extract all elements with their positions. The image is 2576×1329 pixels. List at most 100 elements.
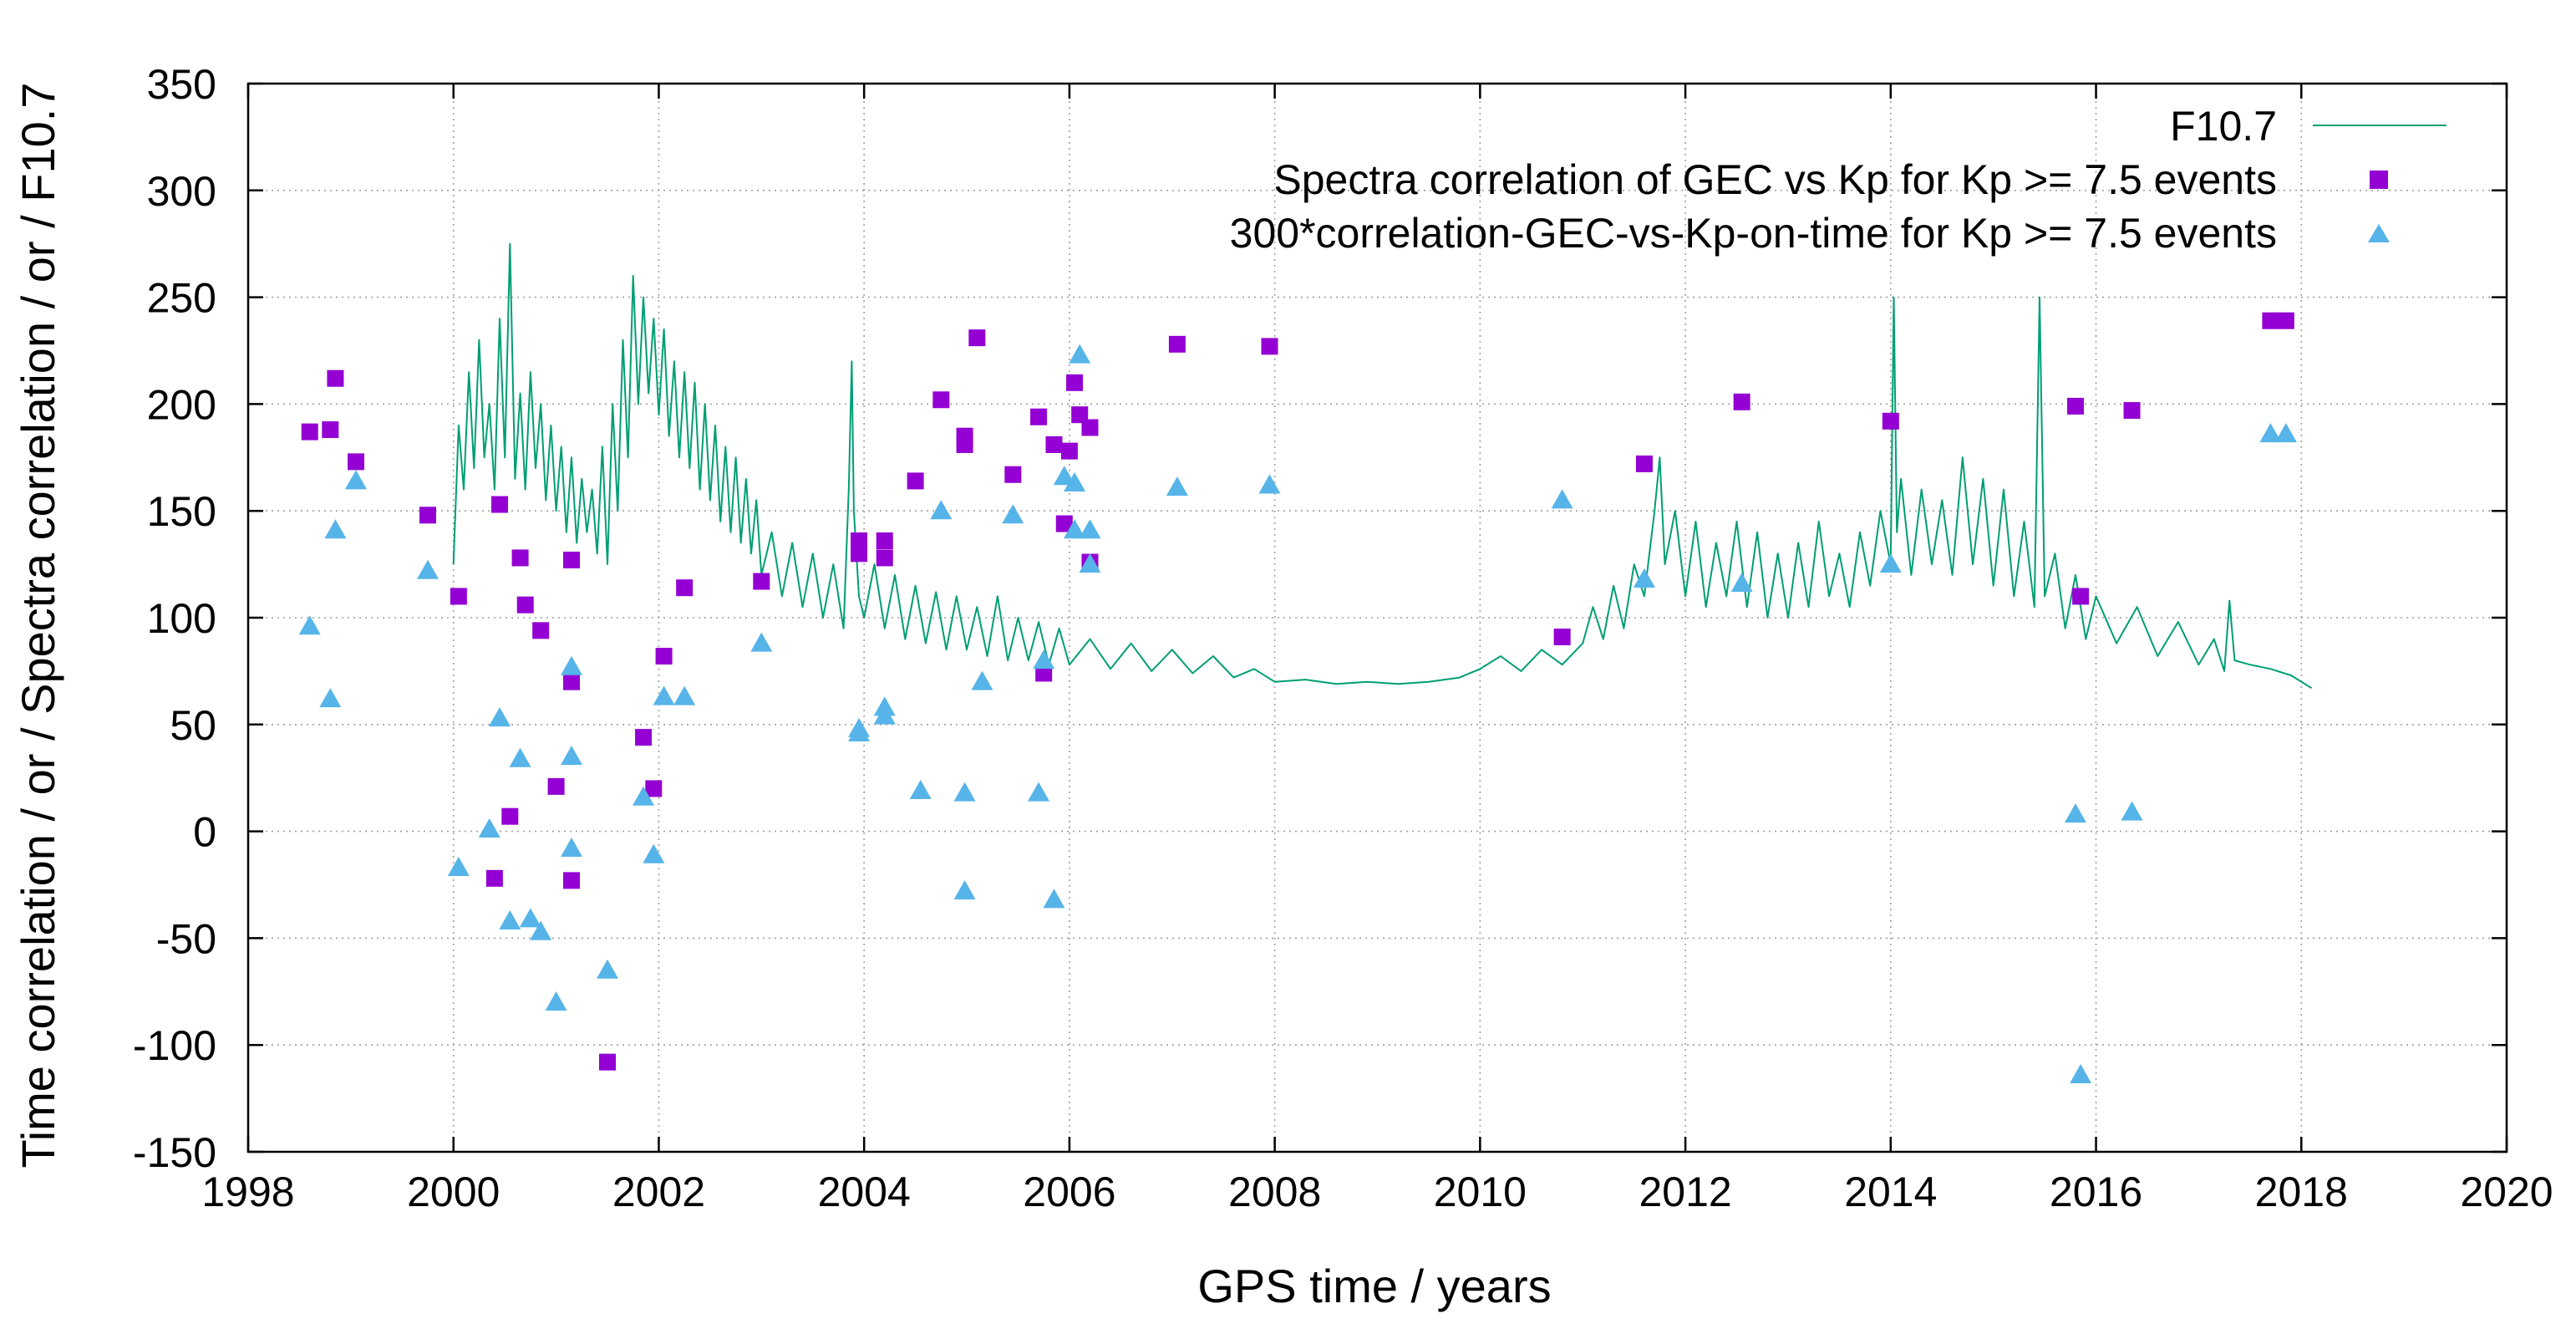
spectra-point [753,573,770,590]
spectra-point [599,1053,617,1071]
spectra-point [1553,629,1571,646]
time-correlation-point [1069,344,1091,364]
spectra-point [563,673,581,690]
time-correlation-point [345,470,368,490]
time-correlation-point [971,670,993,690]
time-correlation-point [643,843,665,863]
y-tick-label: 200 [147,381,216,428]
y-tick-label: 100 [147,595,216,642]
spectra-point [1733,393,1750,410]
legend-swatch-triangle [2368,224,2390,242]
x-tick-label: 2014 [1844,1169,1937,1215]
time-correlation-point [930,500,953,520]
legend-swatch-square [2370,171,2388,189]
y-tick-label: 150 [147,488,216,535]
x-tick-label: 2004 [818,1169,911,1215]
time-correlation-point [953,782,976,802]
spectra-point [301,423,318,440]
time-correlation-point [1879,553,1902,573]
spectra-point [511,549,529,567]
time-correlation-point [561,838,583,858]
time-correlation-point [2274,423,2297,443]
spectra-point [1066,374,1084,391]
spectra-point [532,622,550,639]
x-tick-label: 2010 [1434,1169,1527,1215]
time-correlation-point [2259,423,2282,443]
time-correlation-point [478,818,500,838]
time-correlation-point [1064,519,1086,539]
legend-label-time-correlation: 300*correlation-GEC-vs-Kp-on-time for Kp… [1230,210,2277,257]
time-correlation-point [1551,489,1573,509]
spectra-point [1060,442,1078,460]
x-tick-label: 1998 [201,1169,294,1215]
spectra-point [1168,335,1186,353]
spectra-point [327,369,344,387]
time-correlation-point [597,959,619,979]
spectra-point [1030,408,1048,425]
time-correlation-point [447,857,470,877]
spectra-correlation-series [301,312,2294,1071]
spectra-point [348,453,365,471]
axis-ticks: 1998 2000 2002 2004 2006 2008 2010 2012 2014 2016… [133,61,2553,1215]
spectra-point [2123,402,2141,420]
time-correlation-point [324,519,347,539]
spectra-point [322,421,339,439]
spectra-point [1045,435,1063,453]
spectra-point [419,507,437,524]
spectra-point [876,549,893,567]
f107-series [452,242,2313,690]
time-correlation-point [1730,573,1753,593]
spectra-point [851,545,868,563]
legend-label-f107: F10.7 [2170,103,2277,150]
y-tick-label: 300 [147,168,216,215]
spectra-point [563,872,581,889]
legend: F10.7 Spectra correlation of GEC vs Kp f… [1230,103,2446,257]
time-correlation-point [2070,1063,2092,1083]
y-tick-label: 250 [147,275,216,322]
spectra-point [907,472,924,490]
time-correlation-point [2064,803,2086,823]
spectra-point [2066,397,2084,415]
spectra-point [450,588,467,605]
time-correlation-point [953,880,976,900]
x-tick-label: 2018 [2255,1169,2348,1215]
y-tick-label: -150 [133,1129,216,1176]
y-tick-label: 50 [170,702,216,749]
time-correlation-point [1002,504,1024,524]
spectra-point [635,729,653,746]
spectra-point [876,532,893,549]
spectra-point [1035,664,1053,682]
time-correlation-point [319,688,342,708]
y-tick-label: 350 [147,61,216,108]
time-correlation-point [2121,801,2143,821]
time-correlation-point [1166,476,1188,496]
time-correlation-point [509,747,531,767]
spectra-point [1261,338,1278,355]
time-correlation-point [530,920,552,940]
time-correlation-point [417,559,439,579]
x-tick-label: 2000 [407,1169,500,1215]
time-correlation-point [873,705,896,725]
time-correlation-point [298,615,321,635]
spectra-point [547,777,565,795]
time-correlation-point [750,632,773,652]
time-correlation-point [1043,889,1065,909]
time-correlation-point [499,909,521,929]
spectra-point [968,329,986,347]
time-correlation-point [1053,466,1075,486]
y-tick-label: -100 [133,1022,216,1069]
spectra-point [851,532,868,549]
time-correlation-point [1633,568,1655,588]
time-correlation-point [653,685,675,705]
x-tick-label: 2020 [2460,1169,2553,1215]
time-correlation-point [1079,519,1101,539]
spectra-point [1004,466,1022,483]
spectra-point [563,551,581,568]
spectra-point [2072,588,2090,605]
time-correlation-point [519,908,541,928]
time-correlation-point [848,722,871,742]
spectra-point [956,435,973,453]
spectra-point [676,579,694,597]
time-correlation-point [633,786,655,806]
x-tick-label: 2006 [1023,1169,1115,1215]
